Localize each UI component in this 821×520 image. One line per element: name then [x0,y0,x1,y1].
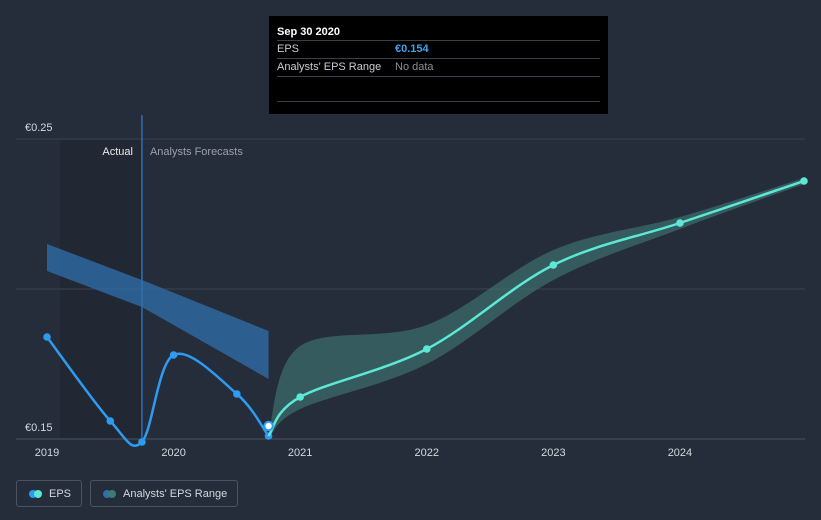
forecast-range-band [268,178,804,439]
eps-point [106,417,115,425]
legend: EPS Analysts' EPS Range [16,480,239,507]
x-tick-label: 2021 [288,447,312,459]
eps-forecast-point [676,219,684,227]
eps-point [169,351,178,359]
tooltip-range-label: Analysts' EPS Range [277,61,382,73]
legend-eps-icon [29,489,43,498]
legend-eps-button[interactable]: EPS [16,480,83,507]
x-tick-label: 2019 [35,447,59,459]
x-tick-label: 2022 [415,447,439,459]
highlight-point [263,420,274,432]
past-range-band [47,244,269,379]
legend-eps-label: EPS [49,487,72,500]
eps-forecast-point [422,345,431,353]
eps-point [43,333,51,341]
tooltip-eps-value: €0.154 [395,43,429,55]
tooltip-row-range: Analysts' EPS Range No data [277,58,600,76]
eps-point [138,438,146,446]
tooltip-spacer [277,76,600,102]
actual-label: Actual [102,146,133,158]
y-tick-label: €0.25 [25,122,53,134]
tooltip-date: Sep 30 2020 [277,26,340,38]
tooltip: Sep 30 2020 EPS €0.154 Analysts' EPS Ran… [269,16,608,114]
x-tick-label: 2023 [541,447,565,459]
forecast-label: Analysts Forecasts [150,146,243,158]
eps-forecast-point [549,261,558,269]
eps-point [233,390,241,398]
y-tick-label: €0.15 [25,422,53,434]
legend-range-icon [103,489,117,498]
x-tick-label: 2020 [161,447,185,459]
legend-range-label: Analysts' EPS Range [123,487,228,500]
eps-forecast-line [267,179,805,437]
legend-range-button[interactable]: Analysts' EPS Range [90,480,239,507]
x-tick-label: 2024 [668,447,692,459]
tooltip-row-eps: EPS €0.154 [277,40,600,58]
tooltip-eps-label: EPS [277,43,300,55]
eps-forecast-point [800,177,808,185]
eps-forecast-point [296,393,304,401]
tooltip-range-value: No data [395,61,434,73]
